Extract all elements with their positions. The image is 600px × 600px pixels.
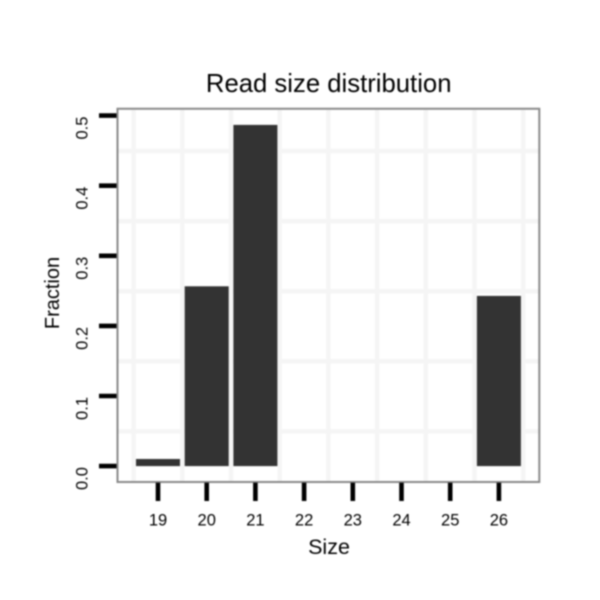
svg-text:21: 21 [246,512,264,530]
svg-text:Size: Size [308,535,350,559]
svg-text:0.2: 0.2 [74,327,92,350]
svg-text:19: 19 [149,512,167,530]
svg-text:0.3: 0.3 [74,257,92,280]
svg-text:Read size distribution: Read size distribution [206,70,452,98]
svg-text:0.5: 0.5 [74,117,92,140]
svg-text:0.0: 0.0 [74,467,92,490]
svg-text:0.1: 0.1 [74,397,92,420]
svg-text:20: 20 [198,512,216,530]
svg-text:23: 23 [344,512,362,530]
svg-text:24: 24 [392,512,410,530]
svg-text:Fraction: Fraction [42,257,64,329]
svg-text:26: 26 [490,512,508,530]
svg-text:25: 25 [441,512,459,530]
svg-text:0.4: 0.4 [74,187,92,210]
svg-text:22: 22 [295,512,313,530]
